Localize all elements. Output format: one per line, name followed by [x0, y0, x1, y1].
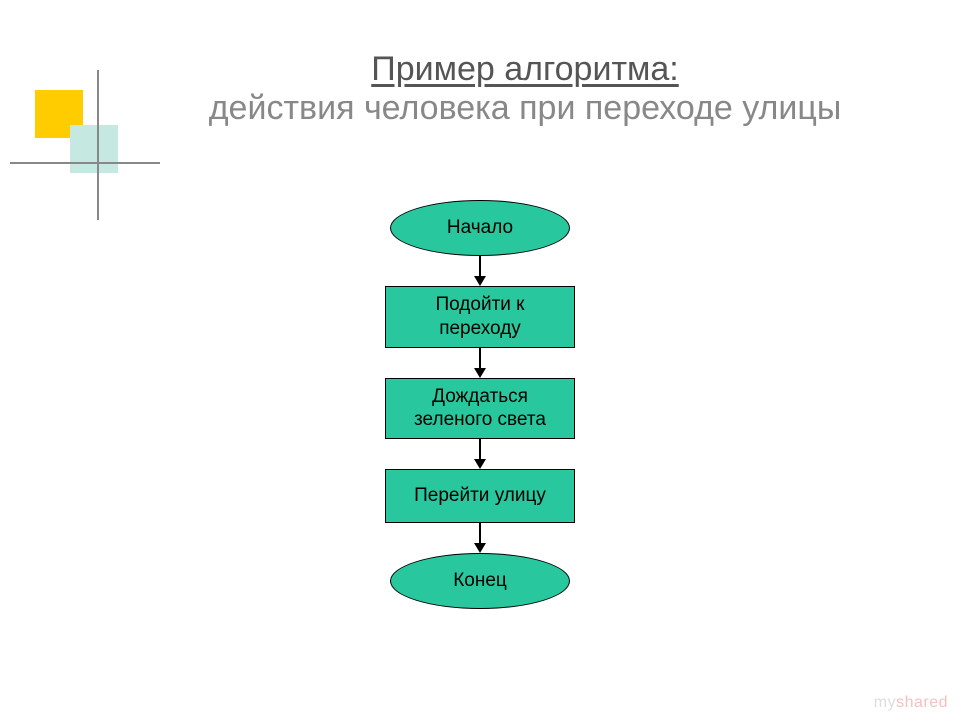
arrow-icon: [474, 348, 486, 378]
watermark-suffix: shared: [896, 694, 948, 711]
flowchart-step-2: Дождаться зеленого света: [385, 378, 575, 440]
flowchart-step-3: Перейти улицу: [385, 469, 575, 523]
flowchart-step-1: Подойти к переходу: [385, 286, 575, 348]
slide-decoration: [35, 90, 135, 190]
title-underlined: Пример алгоритма:: [371, 50, 679, 88]
watermark: myshared: [874, 694, 948, 712]
vertical-line: [97, 70, 99, 220]
flowchart-end: Конец: [390, 553, 570, 609]
flowchart-start: Начало: [390, 200, 570, 256]
flowchart: Начало Подойти к переходу Дождаться зеле…: [0, 200, 960, 609]
teal-square: [70, 125, 118, 173]
slide-title: Пример алгоритма: действия человека при …: [130, 50, 920, 128]
arrow-icon: [474, 256, 486, 286]
title-subtitle: действия человека при переходе улицы: [209, 89, 842, 127]
arrow-icon: [474, 439, 486, 469]
horizontal-line: [10, 162, 160, 164]
watermark-prefix: my: [874, 694, 896, 711]
arrow-icon: [474, 523, 486, 553]
